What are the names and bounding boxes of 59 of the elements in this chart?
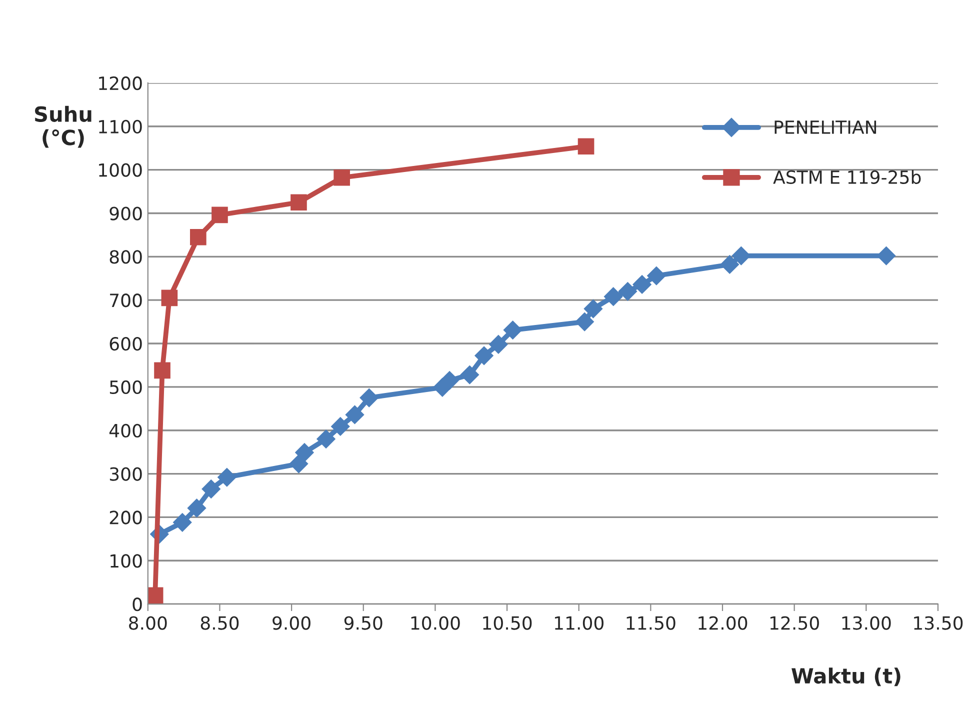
- x-tick-label: 12.50: [770, 616, 819, 630]
- x-tick-label: 8.00: [129, 616, 167, 630]
- point: [212, 206, 228, 224]
- point: [316, 430, 336, 448]
- y-tick-label: 1100: [99, 120, 142, 134]
- point: [202, 480, 220, 498]
- point: [474, 346, 494, 366]
- y-tick-label: 700: [110, 294, 142, 308]
- point: [295, 443, 314, 462]
- point: [331, 417, 350, 436]
- point: [190, 228, 206, 246]
- point: [632, 275, 652, 294]
- point: [584, 299, 603, 318]
- point: [187, 498, 206, 518]
- y-tick-label: 300: [110, 467, 142, 481]
- y-tick-label: 100: [110, 554, 142, 568]
- x-tick-label: 11.50: [626, 616, 676, 630]
- point: [575, 312, 594, 332]
- legend-label: PENELITIAN: [774, 120, 876, 134]
- x-tick-label: 9.50: [344, 616, 382, 630]
- point: [489, 335, 508, 354]
- point: [460, 365, 480, 384]
- point: [154, 362, 170, 379]
- x-tick-label: 12.00: [698, 616, 748, 630]
- x-tick-label: 13.00: [842, 616, 891, 630]
- y-tick-label: 900: [110, 206, 142, 220]
- point: [440, 371, 459, 390]
- point: [173, 513, 192, 532]
- point: [578, 138, 594, 155]
- point: [647, 266, 666, 286]
- point: [618, 282, 638, 301]
- y-axis-title: Suhu (°C): [34, 106, 92, 148]
- point: [720, 255, 740, 274]
- x-tick-label: 9.00: [272, 616, 310, 630]
- x-tick-label: 11.00: [554, 616, 604, 630]
- x-tick-label: 10.50: [483, 616, 532, 630]
- point: [604, 287, 623, 306]
- point: [148, 587, 164, 604]
- x-axis-title: Waktu (t): [792, 668, 900, 686]
- y-tick-label: 500: [110, 380, 142, 394]
- point: [290, 194, 307, 211]
- y-tick-label: 1000: [99, 163, 142, 177]
- point: [345, 405, 364, 424]
- x-tick-label: 10.00: [411, 616, 460, 630]
- legend-label: ASTM E 119-25b: [773, 170, 921, 184]
- x-tick-label: 8.50: [200, 616, 239, 630]
- point: [334, 169, 350, 186]
- point: [289, 454, 308, 474]
- y-tick-label: 1200: [99, 76, 142, 90]
- y-tick-label: 0: [132, 598, 142, 612]
- y-tick-label: 400: [109, 424, 142, 438]
- point: [218, 468, 236, 487]
- y-tick-label: 600: [110, 336, 142, 351]
- point: [503, 320, 522, 340]
- point: [161, 290, 178, 306]
- point: [360, 388, 378, 408]
- x-tick-label: 13.50: [914, 616, 963, 630]
- y-tick-label: 800: [110, 250, 142, 264]
- y-tick-label: 200: [110, 510, 142, 524]
